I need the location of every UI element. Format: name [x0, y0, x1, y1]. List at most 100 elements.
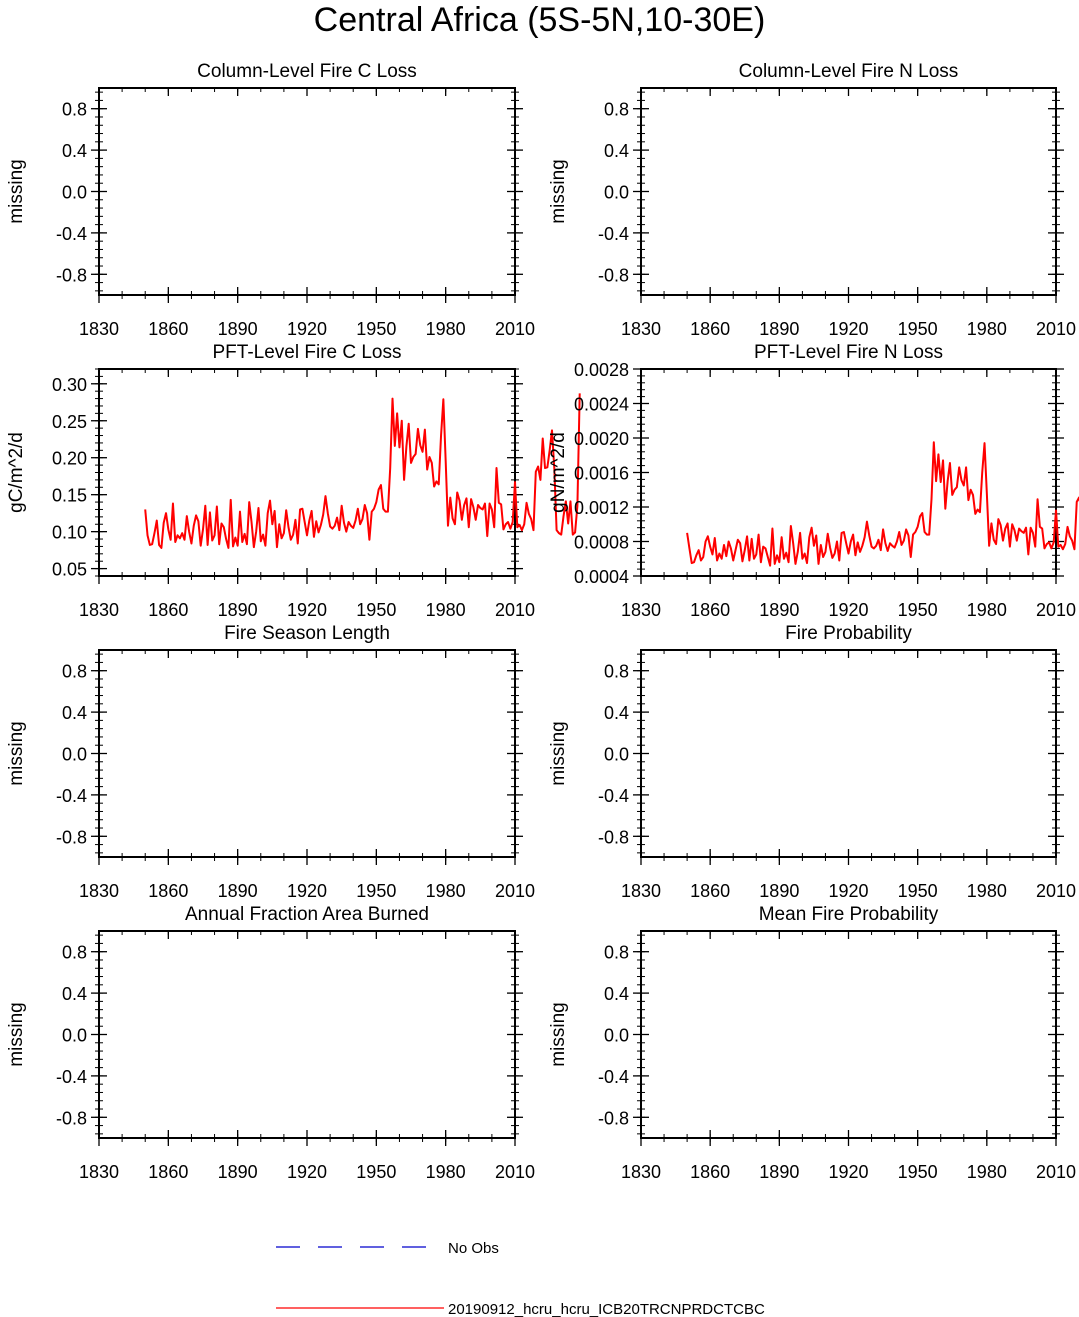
y-tick-label: 0.4 — [62, 703, 87, 723]
x-tick-label: 1890 — [218, 319, 258, 339]
y-tick-label: 0.0008 — [574, 533, 629, 553]
x-tick-label: 1980 — [426, 1162, 466, 1182]
x-tick-label: 2010 — [1036, 319, 1076, 339]
plot-frame — [98, 930, 516, 1139]
y-tick-label: 0.0 — [62, 1026, 87, 1046]
x-tick-label: 1890 — [759, 319, 799, 339]
x-tick-label: 1860 — [148, 881, 188, 901]
y-axis-label: gC/m^2/d — [6, 432, 27, 513]
y-tick-label: -0.4 — [598, 1067, 629, 1087]
x-tick-label: 1860 — [148, 1162, 188, 1182]
chart-panel-7: Annual Fraction Area Burned 1830 1860 1890 1… — [6, 904, 535, 1182]
y-tick-label: -0.8 — [56, 827, 87, 847]
y-tick-label: 0.20 — [52, 449, 87, 469]
x-tick-label: 1920 — [828, 1162, 868, 1182]
chart-panel-3: PFT-Level Fire C Loss 1830 1860 1890 1920 195… — [6, 342, 581, 620]
y-tick-label: 0.15 — [52, 486, 87, 506]
y-tick-label: 0.0004 — [574, 567, 629, 587]
y-tick-label: -0.4 — [56, 786, 87, 806]
x-tick-label: 2010 — [495, 319, 535, 339]
y-tick-label: 0.4 — [604, 141, 629, 161]
plot-frame — [98, 87, 516, 296]
y-tick-label: 0.4 — [604, 984, 629, 1004]
y-tick-label: -0.4 — [598, 786, 629, 806]
x-tick-label: 1920 — [828, 600, 868, 620]
x-tick-label: 2010 — [495, 881, 535, 901]
x-tick-label: 1830 — [79, 881, 119, 901]
x-tick-label: 2010 — [495, 1162, 535, 1182]
x-tick-label: 1950 — [898, 600, 938, 620]
y-tick-label: -0.8 — [598, 827, 629, 847]
x-tick-label: 1950 — [356, 600, 396, 620]
x-tick-label: 1830 — [79, 1162, 119, 1182]
x-tick-label: 1890 — [218, 600, 258, 620]
y-tick-label: -0.4 — [56, 1067, 87, 1087]
y-tick-label: 0.4 — [62, 141, 87, 161]
x-tick-label: 1890 — [759, 600, 799, 620]
y-tick-label: 0.8 — [62, 662, 87, 682]
chart-title: Column-Level Fire N Loss — [739, 61, 959, 82]
y-tick-label: -0.8 — [598, 1108, 629, 1128]
x-tick-label: 1830 — [621, 1162, 661, 1182]
x-tick-label: 1890 — [218, 1162, 258, 1182]
y-tick-label: 0.0020 — [574, 429, 629, 449]
y-tick-label: 0.8 — [604, 943, 629, 963]
y-tick-label: 0.0016 — [574, 464, 629, 484]
y-tick-label: 0.0024 — [574, 395, 629, 415]
x-tick-label: 2010 — [1036, 1162, 1076, 1182]
chart-title: PFT-Level Fire N Loss — [754, 342, 943, 363]
x-tick-label: 1860 — [148, 319, 188, 339]
y-tick-label: 0.8 — [62, 943, 87, 963]
y-axis-label: missing — [6, 721, 27, 785]
y-tick-label: 0.10 — [52, 523, 87, 543]
plot-frame — [98, 649, 516, 858]
y-tick-label: 0.8 — [604, 100, 629, 120]
x-tick-label: 1950 — [356, 881, 396, 901]
y-tick-label: 0.30 — [52, 375, 87, 395]
chart-panel-8: Mean Fire Probability 1830 1860 1890 1920 195… — [548, 904, 1076, 1182]
y-axis-label: missing — [548, 721, 569, 785]
chart-panel-2: Column-Level Fire N Loss 1830 1860 1890 1920… — [548, 61, 1076, 339]
y-axis-label: missing — [6, 159, 27, 223]
x-tick-label: 1890 — [759, 1162, 799, 1182]
series-line — [144, 393, 581, 549]
plot-frame — [640, 649, 1057, 858]
plot-frame — [640, 930, 1057, 1139]
y-axis-label: missing — [548, 159, 569, 223]
x-tick-label: 1950 — [898, 1162, 938, 1182]
y-tick-label: 0.4 — [604, 703, 629, 723]
plot-frame — [640, 368, 1057, 577]
x-tick-label: 1920 — [287, 1162, 327, 1182]
x-tick-label: 2010 — [495, 600, 535, 620]
x-tick-label: 1980 — [967, 881, 1007, 901]
chart-title: Annual Fraction Area Burned — [185, 904, 429, 925]
y-tick-label: 0.0 — [604, 1026, 629, 1046]
x-tick-label: 1980 — [967, 600, 1007, 620]
y-tick-label: 0.8 — [604, 662, 629, 682]
x-tick-label: 2010 — [1036, 600, 1076, 620]
x-tick-label: 1920 — [287, 600, 327, 620]
chart-panel-5: Fire Season Length 1830 1860 1890 1920 1950 19… — [6, 623, 535, 901]
page-title: Central Africa (5S-5N,10-30E) — [313, 1, 766, 39]
x-tick-label: 1950 — [898, 881, 938, 901]
y-tick-label: 0.0012 — [574, 498, 629, 518]
legend-label: No Obs — [448, 1240, 499, 1257]
chart-title: Fire Probability — [785, 623, 912, 644]
y-tick-label: 0.4 — [62, 984, 87, 1004]
x-tick-label: 1950 — [356, 319, 396, 339]
x-tick-label: 1830 — [621, 319, 661, 339]
x-tick-label: 1830 — [621, 600, 661, 620]
y-tick-label: 0.0 — [62, 745, 87, 765]
x-tick-label: 1860 — [148, 600, 188, 620]
x-tick-label: 2010 — [1036, 881, 1076, 901]
x-tick-label: 1860 — [690, 319, 730, 339]
x-tick-label: 1980 — [426, 600, 466, 620]
chart-title: Fire Season Length — [224, 623, 390, 644]
x-tick-label: 1830 — [621, 881, 661, 901]
chart-title: Mean Fire Probability — [759, 904, 939, 925]
x-tick-label: 1860 — [690, 1162, 730, 1182]
y-axis-label: missing — [6, 1002, 27, 1066]
x-tick-label: 1890 — [218, 881, 258, 901]
y-tick-label: -0.8 — [598, 265, 629, 285]
